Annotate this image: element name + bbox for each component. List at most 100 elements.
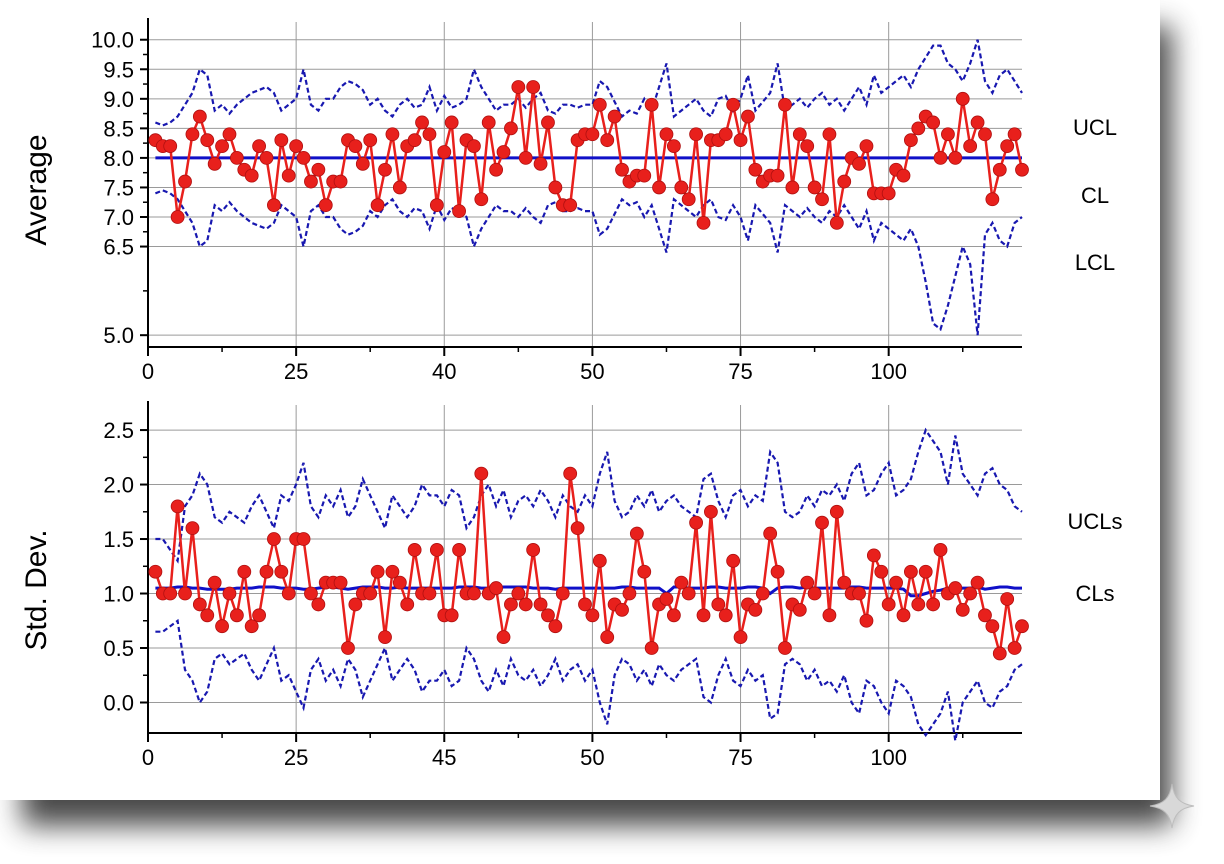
data-point [896, 168, 911, 183]
data-point [192, 597, 207, 612]
data-point [452, 204, 466, 218]
data-point [555, 586, 570, 601]
data-point [1000, 592, 1015, 606]
data-point [385, 127, 400, 142]
data-point [674, 575, 689, 590]
data-point [592, 97, 607, 112]
data-point [489, 162, 504, 177]
control-label-ucl: UCL [1073, 115, 1117, 140]
data-point [681, 192, 696, 207]
data-point [815, 192, 829, 207]
data-point [363, 586, 378, 601]
data-point [852, 156, 866, 171]
data-point [215, 619, 229, 634]
data-point [481, 115, 496, 130]
data-point [800, 575, 815, 590]
y-tick-label: 7.0 [103, 205, 134, 230]
data-point [696, 216, 711, 230]
data-point [296, 151, 311, 165]
data-point [563, 198, 578, 213]
data-point [178, 586, 192, 601]
data-point [689, 127, 704, 142]
data-point [770, 168, 785, 183]
data-point [392, 575, 407, 590]
x-tick-label: 100 [870, 745, 907, 770]
data-point [881, 186, 896, 201]
data-point [229, 151, 244, 165]
data-point [311, 162, 326, 177]
data-point [837, 174, 852, 189]
xbar-chart: 5.0 6.5 7.0 7.5 8.0 8.5 9.0 9.5 10.0 0 25 40 50 75 100… [20, 18, 1117, 384]
data-point [629, 526, 644, 541]
data-point [541, 608, 555, 623]
data-point [244, 168, 259, 183]
data-point [948, 581, 963, 595]
data-point [926, 597, 941, 612]
y-tick-label: 0.0 [103, 690, 134, 715]
data-point [807, 180, 822, 195]
x-tick-label: 25 [284, 359, 308, 384]
y-tick-label: 9.0 [103, 87, 134, 112]
y-tick-label: 9.5 [103, 57, 134, 82]
data-point [422, 586, 437, 601]
data-point [896, 608, 911, 623]
data-point [422, 127, 437, 142]
y-tick-label: 7.5 [103, 175, 134, 200]
y-tick-label: 1.0 [103, 582, 134, 607]
data-point [607, 109, 622, 124]
data-point [363, 133, 378, 148]
x-tick-label: 50 [580, 359, 604, 384]
data-point [385, 564, 400, 579]
data-point [726, 553, 741, 568]
data-point [1015, 619, 1029, 634]
data-point [926, 115, 941, 130]
data-point [696, 608, 711, 623]
data-point [889, 575, 903, 590]
data-point [859, 139, 874, 153]
data-point [504, 121, 518, 136]
y-tick-label: 6.5 [103, 235, 134, 260]
data-point [733, 630, 748, 645]
control-label-ucl: UCLs [1067, 509, 1122, 534]
data-point [911, 597, 926, 612]
data-point [792, 127, 807, 142]
x-tick-label: 75 [728, 745, 752, 770]
data-point [674, 180, 689, 195]
data-point [941, 127, 955, 142]
data-point [815, 515, 829, 530]
data-point [504, 597, 518, 612]
data-point [800, 139, 815, 153]
data-point [511, 80, 526, 94]
data-point [1007, 127, 1022, 142]
data-point [770, 564, 785, 579]
data-point [978, 127, 992, 142]
data-point [296, 532, 311, 546]
control-limit-line-lcls [155, 618, 1023, 741]
data-point [933, 543, 948, 557]
sparkle-icon [1149, 783, 1195, 829]
data-point [1000, 139, 1015, 153]
data-point [222, 127, 237, 142]
data-point [548, 619, 563, 634]
data-point [637, 564, 652, 579]
data-point [496, 145, 511, 159]
data-point [526, 543, 541, 557]
data-point [955, 602, 970, 617]
data-point [985, 192, 1000, 207]
data-point [244, 619, 259, 634]
data-point [518, 151, 533, 165]
control-limit-line-ucl [154, 39, 1023, 127]
data-point [578, 597, 592, 612]
data-point [963, 139, 978, 153]
data-point [704, 504, 718, 519]
data-point [822, 127, 837, 142]
data-point [185, 521, 200, 536]
data-point [763, 526, 778, 541]
data-point [600, 133, 615, 148]
data-point [259, 564, 274, 579]
data-point [829, 504, 844, 519]
data-point [978, 608, 992, 623]
y-tick-label: 2.0 [103, 473, 134, 498]
data-point [570, 521, 585, 536]
data-point [622, 586, 637, 601]
